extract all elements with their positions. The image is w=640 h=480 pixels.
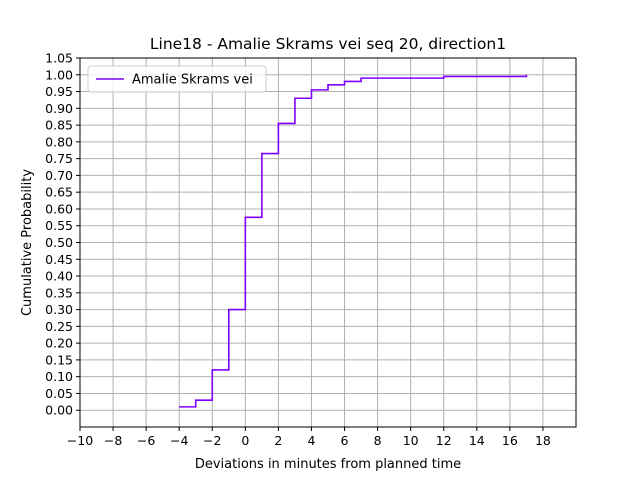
x-tick-label: 2	[274, 433, 282, 448]
y-tick-label: 0.05	[45, 386, 73, 401]
chart-title: Line18 - Amalie Skrams vei seq 20, direc…	[150, 35, 506, 53]
x-axis-label: Deviations in minutes from planned time	[195, 457, 461, 472]
series-layer	[179, 74, 528, 408]
x-tick-label: 18	[535, 433, 551, 448]
x-tick-label: −2	[203, 433, 221, 448]
y-tick-label: 0.75	[45, 151, 73, 166]
y-axis-label: Cumulative Probability	[20, 169, 35, 316]
y-tick-label: 0.90	[45, 101, 73, 116]
y-tick-label: 0.40	[45, 269, 73, 284]
x-tick-label: −6	[137, 433, 155, 448]
x-tick-label: −10	[67, 433, 93, 448]
y-tick-label: 0.10	[45, 369, 73, 384]
x-tick-label: 4	[307, 433, 315, 448]
y-tick-label: 0.20	[45, 336, 73, 351]
legend-label: Amalie Skrams vei	[132, 73, 253, 88]
x-tick-label: 14	[469, 433, 485, 448]
y-tick-label: 0.80	[45, 134, 73, 149]
y-tick-label: 0.70	[45, 168, 73, 183]
x-tick-label: 10	[403, 433, 419, 448]
y-tick-label: 0.00	[45, 403, 73, 418]
x-tick-label: 16	[502, 433, 518, 448]
y-tick-label: 0.25	[45, 319, 73, 334]
x-tick-label: 6	[341, 433, 349, 448]
y-tick-label: 0.95	[45, 84, 73, 99]
ticks: −10 −8 −6 −4 −2 0 2 4 6 8 10 12 14 16 18 0.00 0.05 0.10 0.…	[45, 51, 551, 449]
legend: Amalie Skrams vei	[87, 65, 267, 93]
y-tick-label: 0.85	[45, 118, 73, 133]
y-tick-label: 0.15	[45, 352, 73, 367]
x-tick-label: 0	[241, 433, 249, 448]
grid	[79, 57, 576, 427]
y-tick-label: 0.45	[45, 252, 73, 267]
series-line-amalie-skrams-vei	[179, 74, 528, 408]
x-tick-label: 8	[374, 433, 382, 448]
x-tick-label: −8	[104, 433, 122, 448]
x-tick-label: −4	[170, 433, 188, 448]
y-tick-label: 0.55	[45, 218, 73, 233]
y-tick-label: 0.60	[45, 201, 73, 216]
y-tick-label: 1.00	[45, 67, 73, 82]
x-tick-label: 12	[436, 433, 452, 448]
y-tick-label: 0.65	[45, 185, 73, 200]
y-tick-label: 1.05	[45, 51, 73, 66]
legend-box	[87, 65, 267, 93]
y-tick-label: 0.35	[45, 285, 73, 300]
y-tick-label: 0.50	[45, 235, 73, 250]
y-tick-label: 0.30	[45, 302, 73, 317]
